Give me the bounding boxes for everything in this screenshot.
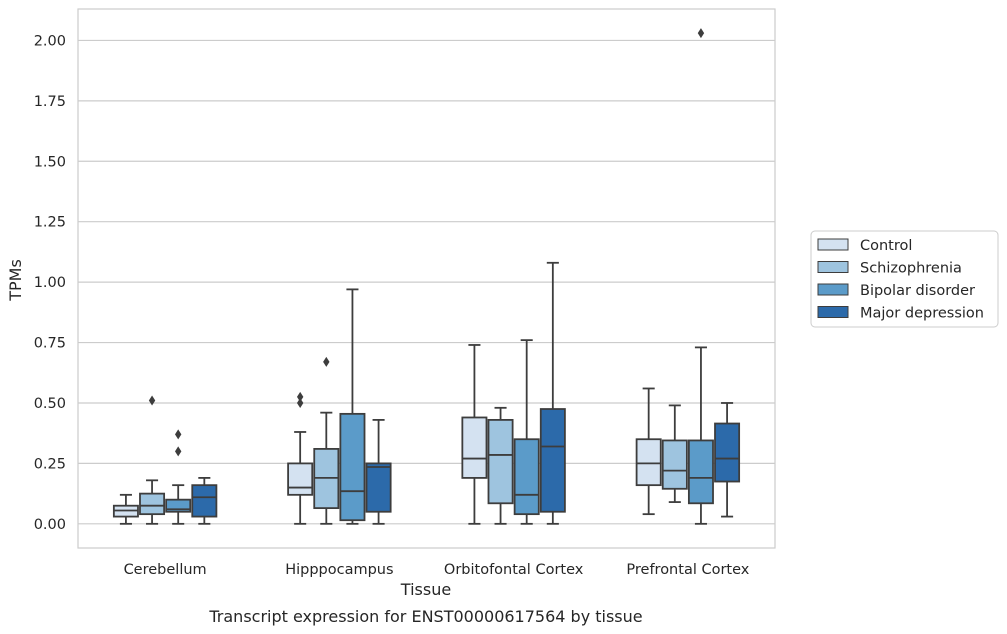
y-tick-label: 1.75: [34, 94, 66, 110]
x-tick-label: Hipppocampus: [285, 562, 393, 578]
y-axis-label: TPMs: [6, 259, 25, 302]
box-major-depression: [714, 402, 741, 518]
y-tick-label: 2.00: [34, 33, 66, 49]
outlier-point: [323, 356, 330, 367]
legend-swatch: [817, 261, 849, 273]
box-iqr: [191, 484, 218, 518]
legend-swatch: [817, 238, 849, 251]
legend-label: Schizophrenia: [860, 261, 962, 277]
box-groups: [112, 28, 741, 525]
box-major-depression: [539, 261, 566, 525]
box-major-depression: [191, 477, 218, 525]
legend-label: Major depression: [860, 306, 984, 322]
box-iqr: [539, 408, 566, 513]
box-iqr: [487, 418, 514, 505]
x-axis-label: Tissue: [400, 580, 451, 599]
box-iqr: [513, 438, 540, 516]
box-control: [287, 391, 314, 525]
box-iqr: [287, 462, 314, 496]
box-schizophrenia: [661, 404, 688, 503]
box-bipolar-disorder: [513, 339, 540, 525]
outlier-point: [697, 28, 705, 39]
box-major-depression: [365, 418, 392, 525]
box-iqr: [635, 438, 662, 487]
y-tick-label: 1.50: [34, 154, 66, 170]
box-iqr: [339, 412, 366, 522]
y-gridlines: [78, 39, 775, 525]
y-tick-label: 0.00: [34, 517, 66, 533]
box-schizophrenia: [487, 406, 514, 525]
legend-label: Bipolar disorder: [860, 283, 975, 299]
figure-caption: Transcript expression for ENST0000061756…: [208, 607, 642, 626]
x-tick-label: Prefrontal Cortex: [626, 562, 749, 578]
outlier-point: [174, 446, 182, 457]
y-tick-label: 1.25: [34, 215, 66, 231]
y-tick-labels: 0.00 0.25 0.50 0.75 1.00 1.25 1.50 1.75 2.00: [34, 33, 66, 532]
box-iqr: [714, 422, 741, 483]
box-bipolar-disorder: [339, 288, 366, 525]
y-tick-label: 1.00: [34, 275, 66, 291]
box-iqr: [661, 439, 688, 490]
x-tick-label: Orbitofontal Cortex: [444, 562, 584, 578]
box-bipolar-disorder: [687, 28, 714, 525]
legend-label: Control: [860, 238, 912, 254]
box-bipolar-disorder: [165, 429, 192, 525]
box-control: [112, 493, 139, 525]
outlier-point: [174, 429, 182, 440]
box-iqr: [139, 492, 166, 516]
outlier-point: [148, 395, 156, 406]
legend: Control Schizophrenia Bipolar disorder Majo…: [810, 230, 999, 328]
legend-swatch: [817, 306, 849, 318]
outlier-point: [296, 397, 304, 408]
y-tick-label: 0.50: [34, 396, 66, 412]
legend-swatch: [817, 283, 849, 296]
outlier-point: [296, 391, 304, 402]
x-tick-labels: Cerebellum Hipppocampus Orbitofontal Corte…: [124, 562, 750, 578]
y-tick-label: 0.25: [34, 456, 66, 472]
box-control: [635, 387, 662, 516]
box-iqr: [365, 462, 392, 513]
box-iqr: [687, 439, 714, 505]
box-schizophrenia: [139, 395, 166, 525]
y-tick-label: 0.75: [34, 336, 66, 352]
box-schizophrenia: [313, 356, 340, 525]
legend-box: [810, 230, 999, 328]
x-tick-label: Cerebellum: [124, 562, 207, 578]
box-control: [461, 344, 488, 525]
box-iqr: [461, 416, 488, 479]
